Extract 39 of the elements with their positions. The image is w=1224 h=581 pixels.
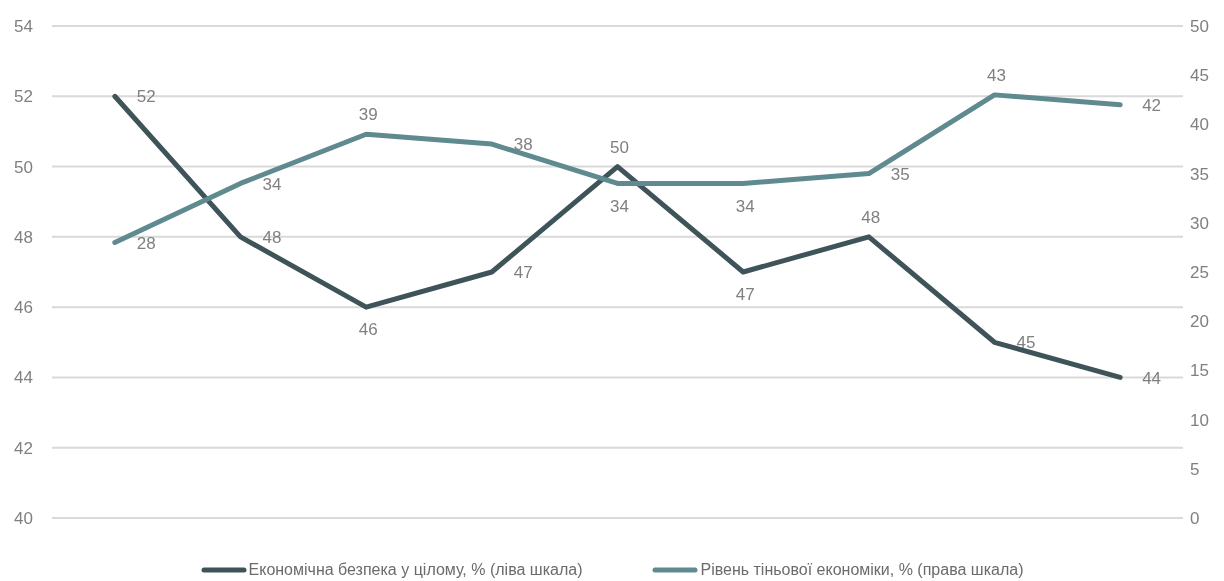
y2-tick-label: 50 xyxy=(1190,17,1209,37)
data-label: 35 xyxy=(890,164,910,184)
data-label: 34 xyxy=(735,196,755,216)
y-tick-label: 46 xyxy=(14,298,33,318)
data-label: 47 xyxy=(735,285,755,305)
y2-tick-label: 45 xyxy=(1190,66,1209,86)
y-tick-label: 50 xyxy=(14,157,33,177)
data-label: 39 xyxy=(358,105,378,125)
data-label: 28 xyxy=(136,233,156,253)
data-label: 46 xyxy=(358,320,378,340)
y2-tick-label: 5 xyxy=(1190,459,1200,479)
data-label: 34 xyxy=(610,196,629,216)
data-label: 44 xyxy=(1142,368,1162,388)
data-label: 43 xyxy=(987,66,1006,85)
data-label: 47 xyxy=(513,263,533,283)
data-label: 50 xyxy=(610,137,629,157)
legend-label: Рівень тіньової економіки, % (права шкала) xyxy=(700,561,1024,579)
y-tick-label: 42 xyxy=(14,438,33,458)
data-label: 45 xyxy=(1016,333,1036,353)
y2-tick-label: 20 xyxy=(1190,312,1209,332)
y2-tick-label: 40 xyxy=(1190,115,1209,135)
data-label: 34 xyxy=(262,174,282,194)
data-label: 38 xyxy=(513,135,533,155)
y2-tick-label: 10 xyxy=(1190,410,1209,430)
y2-tick-label: 15 xyxy=(1190,361,1209,381)
data-label: 52 xyxy=(136,87,156,107)
y2-tick-label: 25 xyxy=(1190,263,1209,283)
y-tick-label: 44 xyxy=(14,368,33,388)
y2-tick-label: 35 xyxy=(1190,164,1209,184)
y2-tick-label: 0 xyxy=(1190,509,1200,529)
data-label: 42 xyxy=(1142,95,1162,115)
y-tick-label: 54 xyxy=(14,17,33,37)
data-label: 48 xyxy=(262,227,282,247)
y-tick-label: 40 xyxy=(14,509,33,529)
y-tick-label: 52 xyxy=(14,87,33,107)
y2-tick-label: 30 xyxy=(1190,213,1209,233)
data-label: 48 xyxy=(861,207,881,227)
y-tick-label: 48 xyxy=(14,227,33,247)
legend-label: Економічна безпека у цілому, % (ліва шкала) xyxy=(248,561,583,579)
